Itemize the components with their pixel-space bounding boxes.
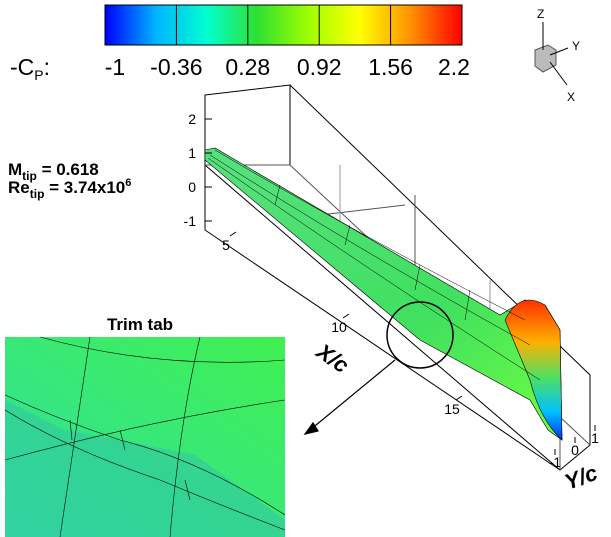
text-part: = 0.618 — [37, 160, 99, 179]
colorbar-tick-label: 1.56 — [368, 54, 413, 80]
annotation: Retip = 3.74x106 — [8, 177, 131, 201]
x-tick — [230, 232, 236, 236]
text-part: tip — [30, 187, 45, 201]
x-tick — [343, 314, 349, 318]
figure: Trim tab -1 -0.36 0.28 0.92 1.56 2.2 -CP: Z Y X Mt… — [0, 0, 611, 537]
zoom-arrow — [305, 360, 395, 434]
z-tick-label: 1 — [188, 145, 196, 161]
inset-title: Trim tab — [107, 315, 173, 334]
text-part: M — [8, 160, 22, 179]
inset-image — [5, 337, 285, 537]
y-tick-label: 0 — [571, 442, 579, 458]
triad-x — [550, 62, 567, 85]
x-tick — [456, 396, 462, 400]
colorbar-tick-label: -0.36 — [150, 54, 202, 80]
triad-label: Y — [572, 39, 580, 53]
colorbar — [105, 5, 462, 45]
text-part: -C — [10, 54, 34, 80]
x-axis-label: X/c — [310, 337, 353, 378]
text-part: 6 — [125, 177, 131, 189]
z-tick-label: 0 — [188, 179, 196, 195]
x-tick-label: 5 — [222, 237, 230, 253]
text-part: Re — [8, 178, 30, 197]
z-tick-label: -1 — [184, 213, 197, 229]
text-part: P — [34, 67, 43, 83]
x-tick-label: 10 — [331, 319, 347, 335]
triad-cube — [535, 45, 556, 72]
y-axis-label: Y/c — [561, 460, 601, 495]
triad-label: X — [567, 90, 575, 104]
z-tick-label: 2 — [188, 111, 196, 127]
colorbar-tick-label: 0.28 — [225, 54, 270, 80]
colorbar-label: -CP: — [10, 54, 50, 83]
x-tick-label: 15 — [444, 401, 460, 417]
triad-label: Z — [537, 7, 544, 21]
colorbar-tick-label: 2.2 — [438, 54, 470, 80]
y-tick-label: -1 — [549, 454, 562, 470]
text-part: = 3.74x10 — [44, 178, 125, 197]
text-part: : — [44, 54, 50, 80]
y-tick-label: 1 — [591, 430, 599, 446]
colorbar-tick-label: -1 — [105, 54, 125, 80]
colorbar-tick-label: 0.92 — [297, 54, 342, 80]
